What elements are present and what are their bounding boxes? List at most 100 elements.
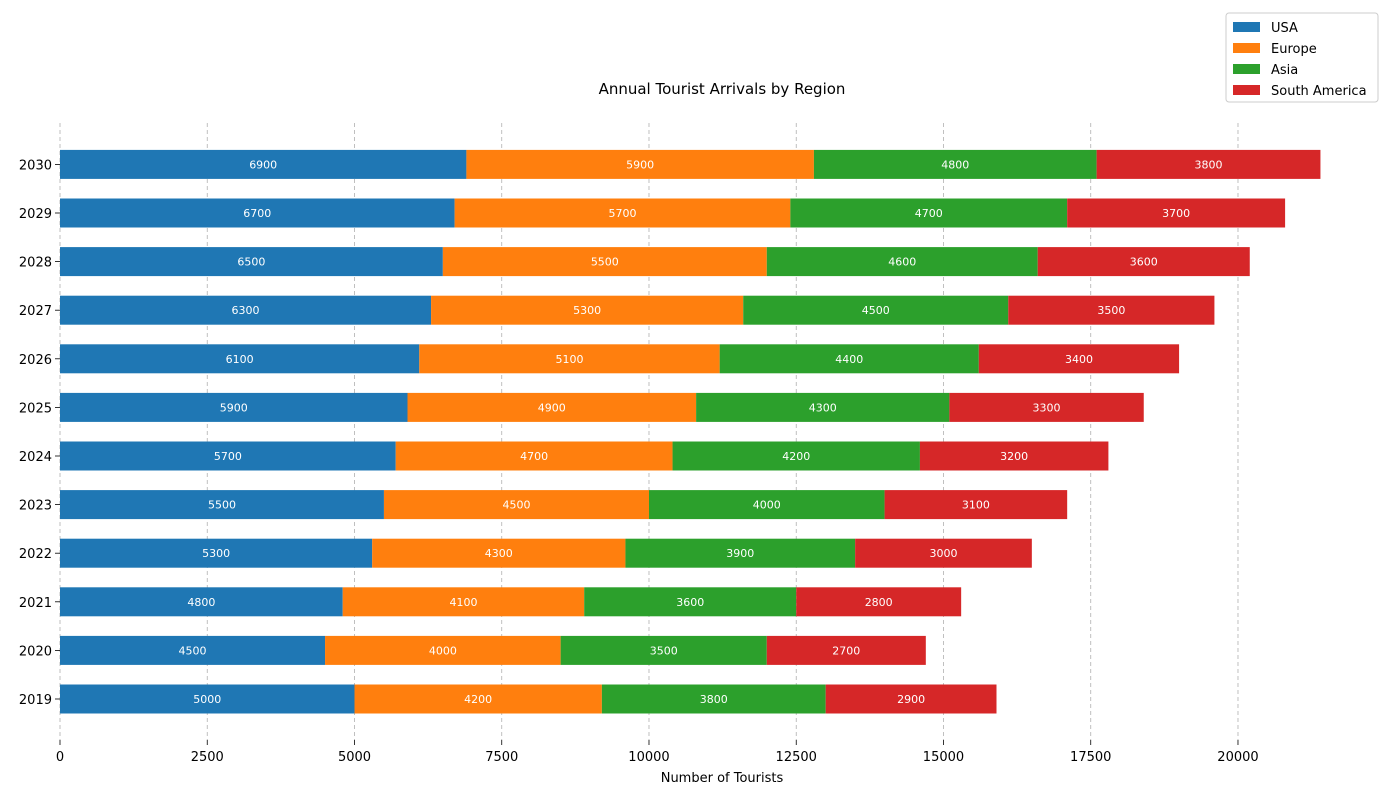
bar-segment: [696, 392, 950, 422]
bar-segment: [1096, 149, 1321, 179]
bar-segment: [884, 490, 1068, 520]
bar-value-label: 2700: [832, 644, 860, 657]
legend-box: [1225, 12, 1379, 103]
bar-segment: [60, 490, 384, 520]
bar-segment: [431, 295, 744, 325]
x-tick-label: 10000: [628, 750, 669, 765]
bar-segment: [584, 587, 797, 617]
bar-segment: [395, 441, 673, 471]
bar-value-label: 3700: [1162, 207, 1190, 220]
legend-swatch: [1233, 22, 1260, 32]
bar-segment: [648, 490, 885, 520]
y-tick-label: 2028: [19, 256, 52, 271]
bar-segment: [949, 392, 1144, 422]
bar-segment: [813, 149, 1097, 179]
bar-value-label: 3100: [962, 499, 990, 512]
bar-value-label: 3500: [1097, 304, 1125, 317]
bar-value-label: 4700: [915, 207, 943, 220]
bar-value-label: 5500: [208, 499, 236, 512]
bar-segment: [825, 684, 997, 714]
bar-value-label: 3800: [1195, 158, 1223, 171]
bar-segment: [60, 344, 420, 374]
bar-value-label: 4800: [941, 158, 969, 171]
bar-value-label: 3400: [1065, 353, 1093, 366]
bar-value-label: 4000: [753, 499, 781, 512]
legend-swatch: [1233, 43, 1260, 53]
bar-segment: [719, 344, 979, 374]
x-tick-label: 7500: [485, 750, 518, 765]
bar-segment: [60, 441, 396, 471]
y-tick-label: 2021: [19, 596, 52, 611]
bar-segment: [978, 344, 1180, 374]
bar-value-label: 5000: [193, 693, 221, 706]
bar-segment: [60, 684, 355, 714]
bar-value-label: 6700: [243, 207, 271, 220]
bar-value-label: 5300: [573, 304, 601, 317]
y-tick-label: 2027: [19, 304, 52, 319]
bar-value-label: 4200: [464, 693, 492, 706]
y-tick-label: 2023: [19, 499, 52, 514]
bar-segment: [1008, 295, 1215, 325]
bar-segment: [743, 295, 1009, 325]
bar-segment: [372, 538, 626, 568]
bar-value-label: 3000: [929, 547, 957, 560]
bar-segment: [672, 441, 920, 471]
bar-value-label: 5700: [214, 450, 242, 463]
x-tick-label: 15000: [923, 750, 964, 765]
legend-swatch: [1233, 85, 1260, 95]
bar-segment: [60, 392, 408, 422]
bar-value-label: 5300: [202, 547, 230, 560]
bar-segment: [60, 198, 455, 228]
legend-entry[interactable]: Asia: [1271, 63, 1298, 78]
bar-value-label: 3500: [650, 644, 678, 657]
x-tick-label: 5000: [338, 750, 371, 765]
legend-entry[interactable]: Europe: [1271, 42, 1317, 57]
legend[interactable]: USA Europe Asia South America: [1225, 12, 1379, 103]
bar-value-label: 4000: [429, 644, 457, 657]
bar-value-label: 3600: [1130, 256, 1158, 269]
bar-value-label: 4600: [888, 256, 916, 269]
bar-value-label: 5900: [220, 401, 248, 414]
bar-segment: [919, 441, 1109, 471]
bar-segment: [560, 635, 767, 665]
y-tick-label: 2026: [19, 353, 52, 368]
bar-value-label: 2900: [897, 693, 925, 706]
bar-value-label: 6300: [232, 304, 260, 317]
legend-entry[interactable]: South America: [1271, 84, 1367, 99]
bar-segment: [601, 684, 826, 714]
bar-value-label: 3900: [726, 547, 754, 560]
chart-title: Annual Tourist Arrivals by Region: [599, 80, 846, 98]
legend-entry[interactable]: USA: [1271, 21, 1298, 36]
bar-value-label: 4100: [449, 596, 477, 609]
y-tick-label: 2020: [19, 644, 52, 659]
y-tick-label: 2029: [19, 207, 52, 222]
bar-value-label: 6500: [237, 256, 265, 269]
bar-value-label: 3300: [1033, 401, 1061, 414]
x-tick-label: 20000: [1217, 750, 1258, 765]
bar-segment: [454, 198, 791, 228]
bar-segment: [60, 538, 373, 568]
x-tick-label: 12500: [776, 750, 817, 765]
bar-labels: 5000 4200 3800 2900 4500 4000 3500 2700 4800 4100…: [179, 158, 1223, 706]
x-tick-label: 17500: [1070, 750, 1111, 765]
bar-segment: [60, 587, 343, 617]
bar-value-label: 3600: [676, 596, 704, 609]
y-tick-label: 2019: [19, 693, 52, 708]
bar-segment: [60, 247, 443, 277]
bar-value-label: 4300: [809, 401, 837, 414]
bar-segment: [60, 149, 467, 179]
bar-value-label: 5500: [591, 256, 619, 269]
bar-value-label: 4700: [520, 450, 548, 463]
bar-segment: [60, 295, 432, 325]
y-tick-label: 2025: [19, 401, 52, 416]
bars: [60, 149, 1321, 714]
bar-value-label: 6100: [226, 353, 254, 366]
bar-value-label: 4200: [782, 450, 810, 463]
bar-segment: [342, 587, 585, 617]
x-tick-label: 2500: [191, 750, 224, 765]
bar-value-label: 4500: [862, 304, 890, 317]
bar-segment: [766, 635, 926, 665]
bar-segment: [325, 635, 561, 665]
bar-segment: [383, 490, 649, 520]
